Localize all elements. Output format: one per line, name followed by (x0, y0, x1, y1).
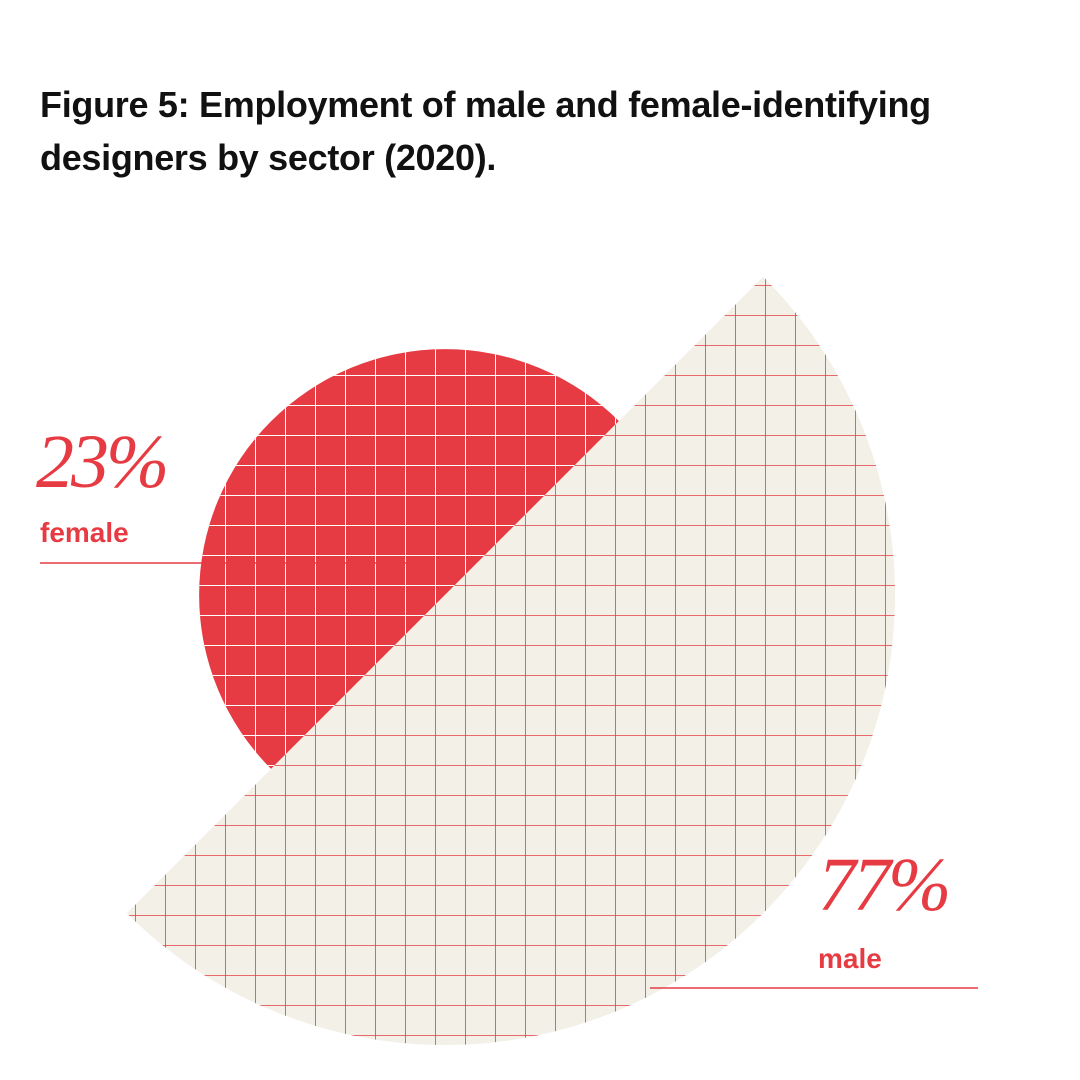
category-label: male (818, 943, 882, 974)
marks (126, 276, 896, 1045)
segment-group (126, 276, 896, 1045)
half-disc-grid (199, 349, 619, 769)
chart-title: Figure 5: Employment of male and female-… (40, 84, 931, 178)
value-label: 23% (36, 420, 166, 504)
value-label: 77% (818, 843, 948, 927)
half-disc-grid (126, 276, 896, 1045)
category-label: female (40, 517, 129, 548)
segment-group (199, 349, 619, 769)
